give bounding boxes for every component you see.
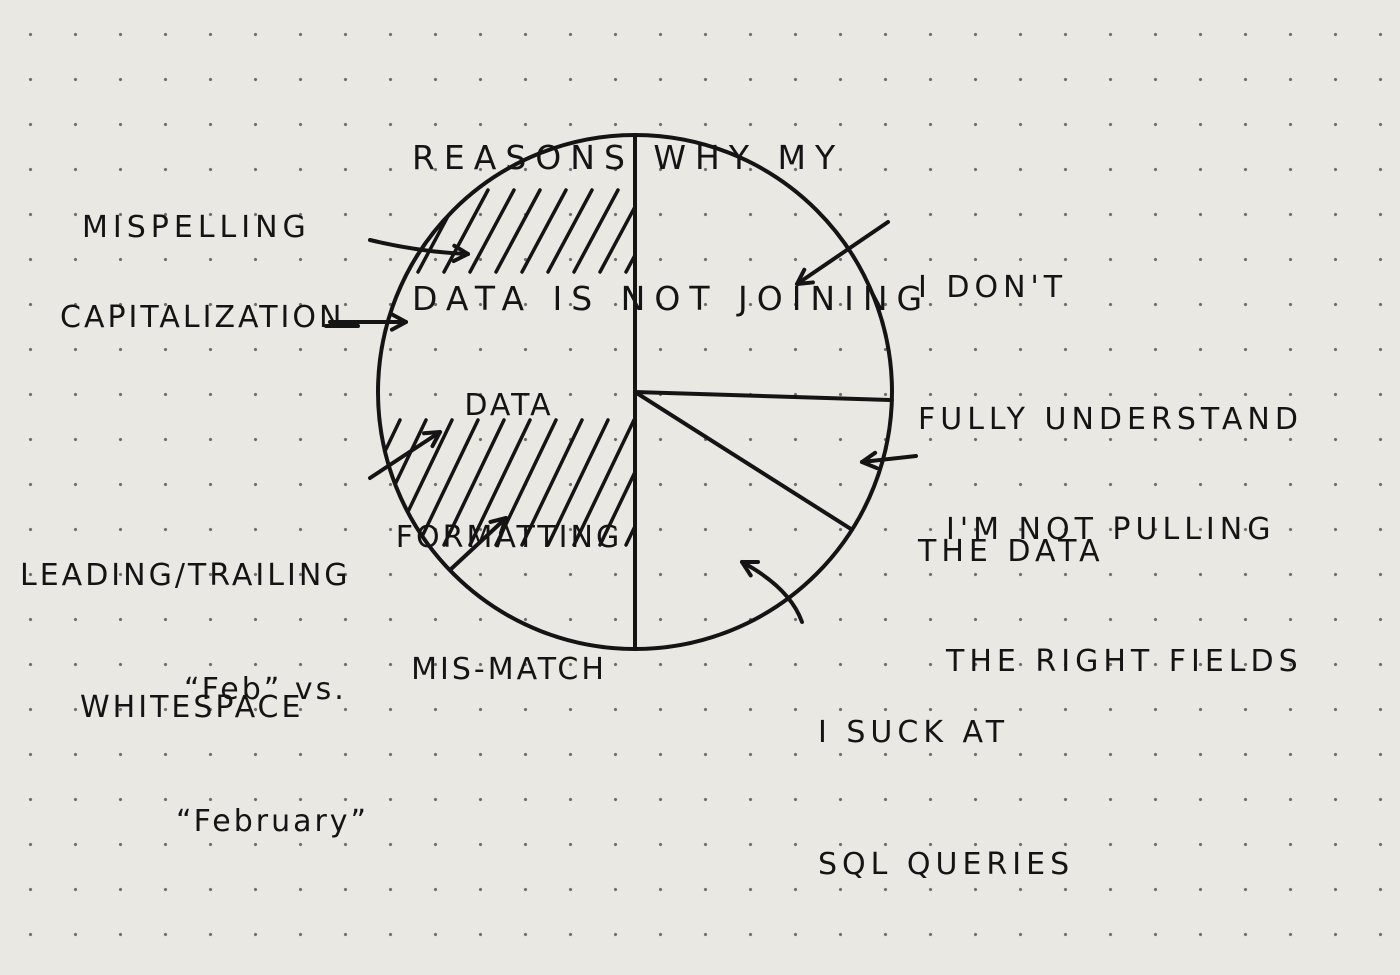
- arrow-misspelling: [368, 238, 470, 264]
- pie-slice-3-edge: [633, 390, 854, 532]
- arrow-feb: [448, 516, 508, 572]
- chart-title-line-1: REASONS WHY MY: [412, 138, 845, 177]
- pie-slice-4-hatching: [378, 188, 635, 547]
- chart-title-line-2: DATA IS NOT JOINING: [412, 279, 932, 318]
- slice-label-understand-data-line-1: I DON'T: [918, 270, 1068, 305]
- notebook-page: REASONS WHY MY DATA IS NOT JOINING I DON…: [20, 40, 1303, 882]
- pie-chart: [324, 133, 918, 651]
- annotation-feb-february: “Feb” vs. “February”: [176, 580, 369, 932]
- slice-label-right-fields-line-2: THE RIGHT FIELDS: [946, 644, 1303, 679]
- arrow-right-fields: [860, 450, 918, 471]
- annotation-misspelling: MISPELLING: [82, 210, 311, 245]
- annotation-whitespace: LEADING/TRAILING WHITESPACE: [20, 466, 351, 818]
- slice-label-understand-data-line-2: FULLY UNDERSTAND: [918, 402, 1303, 437]
- annotation-feb-line-2: “February”: [176, 804, 370, 839]
- annotation-feb-line-1: “Feb” vs.: [184, 672, 347, 707]
- slice-label-understand-data-line-3: THE DATA: [918, 534, 1105, 569]
- slice-label-sql-queries-line-1: I SUCK AT: [818, 715, 1010, 750]
- hatching-group: [378, 188, 635, 547]
- annotation-whitespace-line-2: WHITESPACE: [80, 690, 304, 725]
- slice-label-formatting-mismatch-line-1: DATA: [464, 388, 554, 423]
- pie-slices-group: [376, 133, 894, 651]
- chart-title: REASONS WHY MY DATA IS NOT JOINING: [412, 40, 931, 416]
- arrows-group: [324, 220, 918, 624]
- arrow-whitespace: [368, 430, 442, 480]
- slice-label-right-fields: I'M NOT PULLING THE RIGHT FIELDS: [946, 420, 1303, 772]
- annotation-capitalization: CAPITALIZATION: [60, 300, 345, 335]
- annotation-whitespace-line-1: LEADING/TRAILING: [20, 558, 351, 593]
- arrow-capitalization: [328, 312, 408, 332]
- slice-label-formatting-mismatch-line-3: MIS-MATCH: [411, 652, 607, 687]
- slice-label-understand-data: I DON'T FULLY UNDERSTAND THE DATA: [918, 178, 1303, 662]
- pie-slice-2-edge: [633, 390, 894, 403]
- slice-label-sql-queries-line-2: SQL QUERIES: [818, 847, 1075, 882]
- slice-label-right-fields-line-1: I'M NOT PULLING: [946, 512, 1276, 547]
- arrow-understand-data: [795, 220, 890, 286]
- slice-label-formatting-mismatch: DATA FORMATTING MIS-MATCH: [378, 296, 640, 780]
- slice-label-sql-queries: I SUCK AT SQL QUERIES: [818, 623, 1074, 975]
- slice-label-formatting-mismatch-line-2: FORMATTING: [395, 520, 623, 555]
- arrow-sql-queries: [740, 559, 804, 624]
